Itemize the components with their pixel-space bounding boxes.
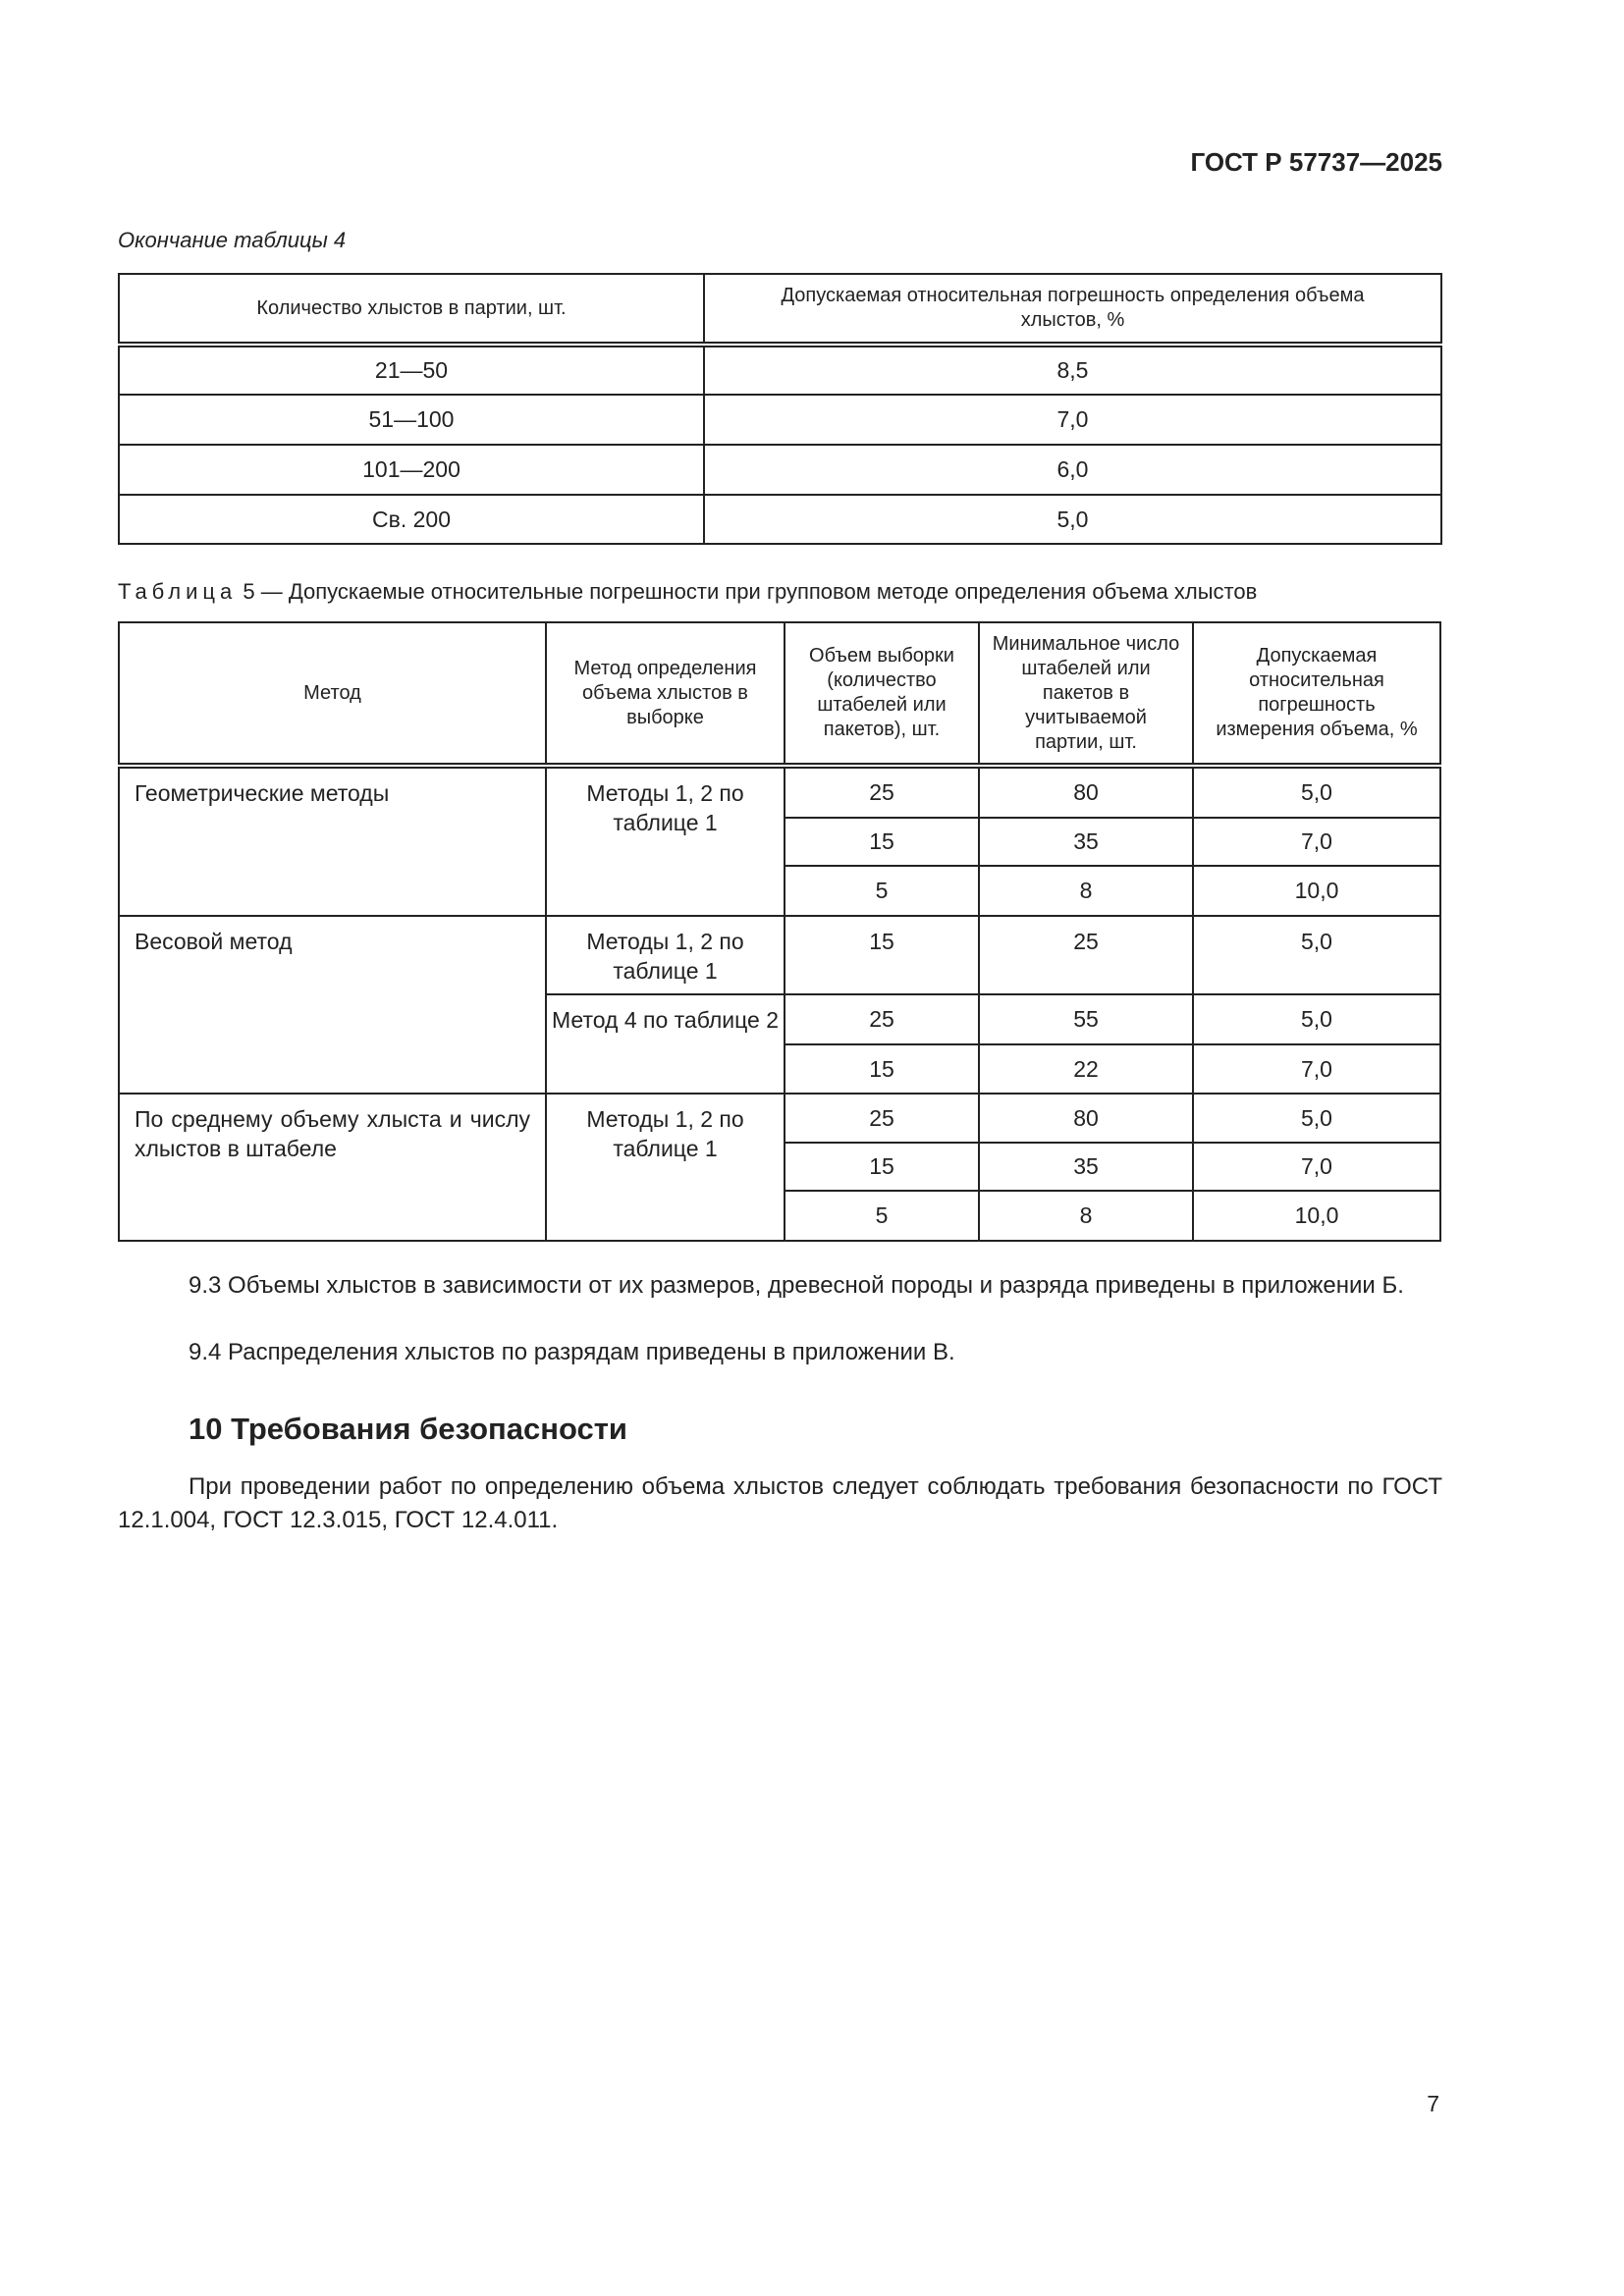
submethod-cell: Методы 1, 2 по таблице 1 xyxy=(545,915,785,995)
cell: 35 xyxy=(978,817,1194,867)
document-code: ГОСТ Р 57737—2025 xyxy=(1190,147,1442,177)
cell: 7,0 xyxy=(1192,1043,1441,1095)
cell: 25 xyxy=(978,915,1194,995)
cell: 5,0 xyxy=(703,494,1442,545)
cell: 15 xyxy=(784,817,980,867)
table-row: Метод 4 по таблице 2 25 55 5,0 xyxy=(119,993,1441,1095)
section-10-text: При проведении работ по определению объе… xyxy=(118,1473,1442,1533)
caption-number: 5 xyxy=(243,579,255,604)
cell: 15 xyxy=(784,915,980,995)
table-header: Допускаемая относительная погрешность оп… xyxy=(703,273,1442,347)
cell: 5,0 xyxy=(1192,765,1441,819)
cell: 22 xyxy=(978,1043,1194,1095)
cell: 55 xyxy=(978,993,1194,1045)
cell: 21—50 xyxy=(118,344,705,396)
table-row: 101—200 6,0 xyxy=(118,444,1442,496)
table-5: Метод Метод определения объема хлыстов в… xyxy=(118,621,1441,1242)
cell: 6,0 xyxy=(703,444,1442,496)
page-number: 7 xyxy=(1427,2091,1439,2116)
table-header: Объем выборки (количество штабелей или п… xyxy=(784,621,980,769)
cell: 10,0 xyxy=(1192,1190,1441,1242)
cell: 5 xyxy=(784,1190,980,1242)
table-row: По среднему объему хлыста и числу хлысто… xyxy=(118,1093,1441,1242)
table-continuation-label: Окончание таблицы 4 xyxy=(118,228,347,252)
cell: 25 xyxy=(784,765,980,819)
cell: 25 xyxy=(784,993,980,1045)
cell: 5,0 xyxy=(1192,1093,1441,1144)
table-row: Св. 200 5,0 xyxy=(118,494,1442,545)
cell: 5,0 xyxy=(1192,993,1441,1045)
cell: 8,5 xyxy=(703,344,1442,396)
table-header: Допускаемая относительная погрешность из… xyxy=(1192,621,1441,769)
submethod-cell: Метод 4 по таблице 2 xyxy=(545,993,785,1095)
cell: 7,0 xyxy=(1192,817,1441,867)
cell: 5,0 xyxy=(1192,915,1441,995)
table-row: 21—50 8,5 xyxy=(118,344,1442,396)
cell: 7,0 xyxy=(1192,1142,1441,1192)
caption-text: — Допускаемые относительные погрешности … xyxy=(260,579,1258,604)
cell: 8 xyxy=(978,865,1194,917)
cell: 15 xyxy=(784,1142,980,1192)
cell: 5 xyxy=(784,865,980,917)
table-row: 15 22 7,0 xyxy=(119,1043,1441,1095)
caption-prefix: Таблица xyxy=(118,579,238,604)
cell: 80 xyxy=(978,765,1194,819)
cell: 35 xyxy=(978,1142,1194,1192)
cell: Св. 200 xyxy=(118,494,705,545)
paragraph-9-3: 9.3 Объемы хлыстов в зависимости от их р… xyxy=(189,1272,1404,1299)
table-row: 5 8 10,0 xyxy=(119,865,1441,917)
table-5-caption: Таблица 5 — Допускаемые относительные по… xyxy=(118,579,1257,605)
table-row: Весовой метод Методы 1, 2 по таблице 1 1… xyxy=(118,915,1441,1095)
submethod-cell: Методы 1, 2 по таблице 1 xyxy=(545,765,785,917)
cell: 51—100 xyxy=(118,394,705,446)
table-header: Количество хлыстов в партии, шт. xyxy=(118,273,705,347)
paragraph-9-4: 9.4 Распределения хлыстов по разрядам пр… xyxy=(189,1339,955,1365)
submethod-cell: Методы 1, 2 по таблице 1 xyxy=(545,1093,785,1242)
cell: 10,0 xyxy=(1192,865,1441,917)
table-header: Метод xyxy=(118,621,547,769)
cell: 8 xyxy=(978,1190,1194,1242)
table-row: 15 35 7,0 xyxy=(119,1142,1441,1192)
cell: 80 xyxy=(978,1093,1194,1144)
table-row: 5 8 10,0 xyxy=(119,1190,1441,1242)
method-cell: Геометрические методы xyxy=(118,765,547,917)
table-row: 15 35 7,0 xyxy=(119,817,1441,867)
table-row: Геометрические методы Методы 1, 2 по таб… xyxy=(118,765,1441,917)
table-header: Метод определения объема хлыстов в выбор… xyxy=(545,621,785,769)
cell: 101—200 xyxy=(118,444,705,496)
table-header: Минимальное число штабелей или пакетов в… xyxy=(978,621,1194,769)
method-text: По среднему объему хлыста и числу хлысто… xyxy=(135,1106,530,1161)
cell: 7,0 xyxy=(703,394,1442,446)
method-cell: По среднему объему хлыста и числу хлысто… xyxy=(118,1093,547,1242)
cell: 15 xyxy=(784,1043,980,1095)
table-row: 51—100 7,0 xyxy=(118,394,1442,446)
cell: 25 xyxy=(784,1093,980,1144)
table-4: Количество хлыстов в партии, шт. Допуска… xyxy=(118,273,1442,545)
method-cell: Весовой метод xyxy=(118,915,547,1095)
section-heading: 10 Требования безопасности xyxy=(189,1412,627,1446)
